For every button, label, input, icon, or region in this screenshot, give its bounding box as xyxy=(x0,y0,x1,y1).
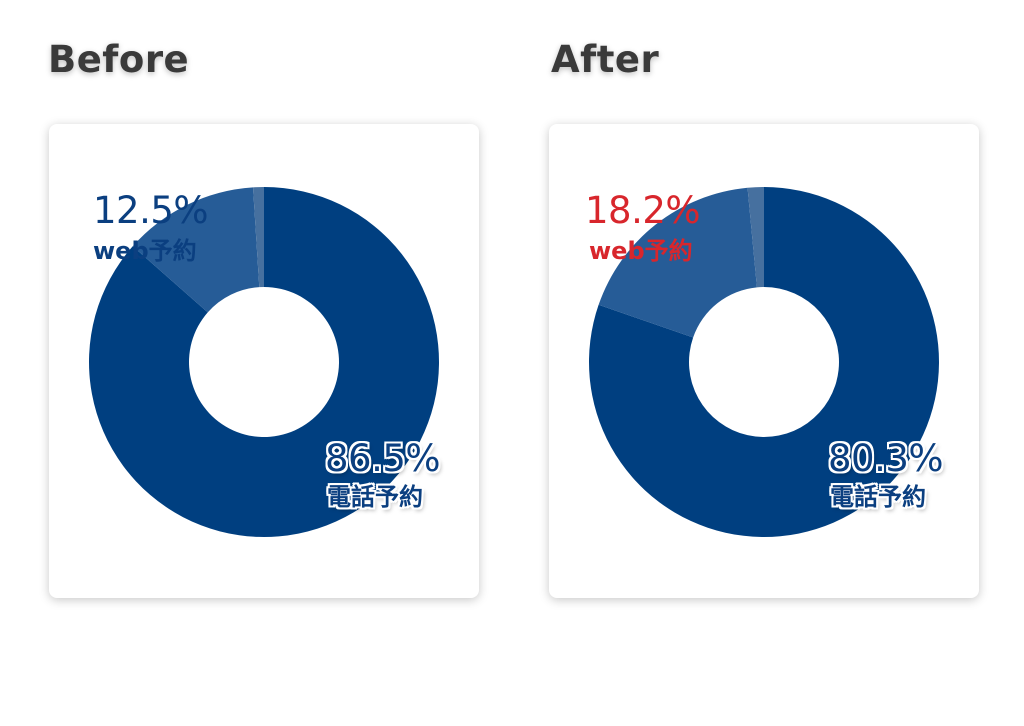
web-reservation-percent: 18.2% xyxy=(585,189,701,232)
chart-title-before: Before xyxy=(48,38,190,81)
web-reservation-percent: 12.5% xyxy=(93,189,209,232)
phone-reservation-label: 電話予約 xyxy=(830,483,926,511)
donut-slice-web xyxy=(598,187,757,338)
donut-slice-other xyxy=(253,187,264,288)
web-reservation-label: web予約 xyxy=(589,237,693,265)
donut-chart-after xyxy=(589,187,939,537)
chart-card-after: 18.2% web予約 80.3% 電話予約 xyxy=(549,124,979,598)
donut-slice-phone xyxy=(89,187,439,537)
phone-reservation-label: 電話予約 xyxy=(327,483,423,511)
donut-chart-before xyxy=(89,187,439,537)
donut-slice-phone xyxy=(589,187,939,537)
chart-card-before: 12.5% web予約 86.5% 電話予約 xyxy=(49,124,479,598)
web-reservation-label: web予約 xyxy=(93,237,197,265)
chart-title-after: After xyxy=(551,38,660,81)
phone-reservation-percent: 86.5% xyxy=(325,437,441,480)
donut-slice-other xyxy=(747,187,764,288)
donut-slice-web xyxy=(132,187,260,313)
phone-reservation-percent: 80.3% xyxy=(828,437,944,480)
